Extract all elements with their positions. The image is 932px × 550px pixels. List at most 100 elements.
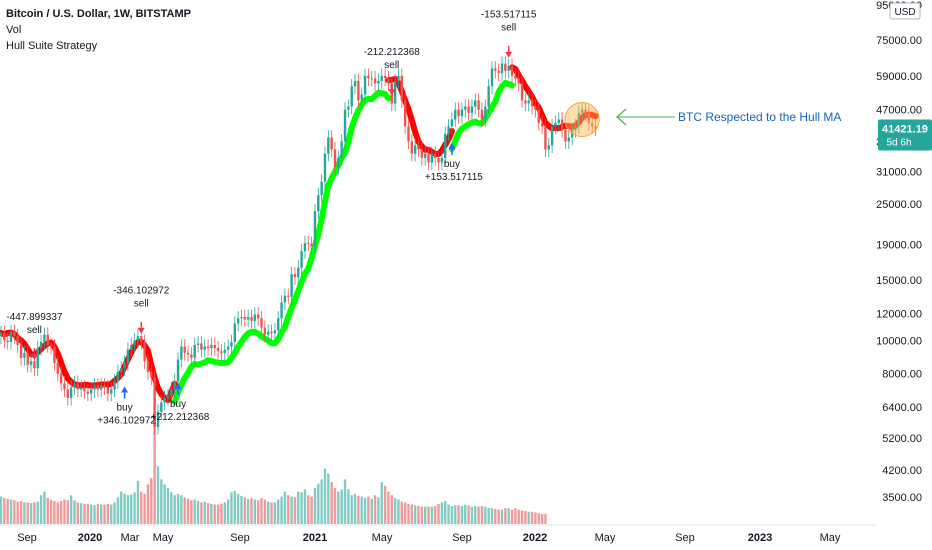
candle <box>79 380 83 398</box>
volume-bar <box>100 504 103 524</box>
candle <box>196 336 200 353</box>
candle <box>46 327 49 353</box>
volume-bar <box>417 506 420 524</box>
candle <box>173 374 176 398</box>
volume-bar <box>36 501 39 524</box>
signal-label: buy <box>170 399 186 410</box>
volume-bar <box>256 500 260 524</box>
volume-bar <box>380 482 383 524</box>
signal-sell: sell -153.517115 <box>481 10 537 58</box>
volume-bar <box>300 492 303 524</box>
candle <box>0 325 3 344</box>
candle <box>183 339 186 361</box>
candle <box>53 339 56 371</box>
candle-body <box>110 389 113 394</box>
candle-body <box>507 66 510 71</box>
volume-bar <box>206 503 210 524</box>
signal-buy: buy +212.212368 <box>151 383 210 423</box>
time-tick-label: Sep <box>675 532 695 544</box>
candle-body <box>146 361 150 372</box>
volume-bar <box>43 491 46 524</box>
volume-bar <box>183 497 186 524</box>
sell-arrow-icon <box>388 89 396 96</box>
candle-body <box>310 243 313 247</box>
candle <box>216 340 220 359</box>
volume-bar <box>56 502 59 524</box>
candle-body <box>36 348 39 369</box>
candle-body <box>490 68 494 87</box>
volume-bar <box>474 506 477 524</box>
candle <box>43 327 46 350</box>
candle <box>430 146 434 171</box>
candle-body <box>280 302 283 319</box>
volume-bar <box>69 495 73 524</box>
candle-body <box>580 109 584 113</box>
price-axis-bg <box>876 0 932 550</box>
volume-bars <box>0 416 547 524</box>
signal-label: sell <box>384 60 399 71</box>
candle-body <box>594 126 597 129</box>
candle-body <box>454 109 457 120</box>
volume-bar <box>240 495 243 524</box>
candle-body <box>293 274 297 278</box>
candle <box>210 337 213 356</box>
volume-bar <box>454 505 457 524</box>
candle <box>93 378 96 398</box>
candle <box>76 376 80 398</box>
currency-chip[interactable] <box>889 2 921 20</box>
candle-body <box>140 336 143 342</box>
signal-value: -447.899337 <box>6 312 63 323</box>
volume-bar <box>39 495 43 524</box>
candle-body <box>504 63 507 71</box>
candle-body <box>56 362 59 374</box>
candle-body <box>283 295 287 303</box>
candle-body <box>447 126 450 134</box>
candle <box>447 119 450 142</box>
volume-bar <box>340 489 343 524</box>
candle-body <box>250 317 253 321</box>
candle-body <box>270 331 273 334</box>
volume-indicator-label[interactable]: Vol <box>6 24 22 36</box>
candle-body <box>300 251 303 268</box>
volume-bar <box>403 502 407 524</box>
candle-body <box>123 362 126 369</box>
candle-body <box>480 109 484 120</box>
volume-bar <box>410 504 414 524</box>
candle <box>190 347 193 366</box>
candle-body <box>540 122 544 127</box>
symbol-title[interactable]: Bitcoin / U.S. Dollar, 1W, BITSTAMP <box>6 8 191 20</box>
signal-label: buy <box>117 403 133 414</box>
strategy-indicator-label[interactable]: Hull Suite Strategy <box>6 40 98 52</box>
volume-bar <box>347 489 350 524</box>
candle <box>504 56 507 79</box>
volume-bar <box>507 508 510 524</box>
candle-body <box>126 349 130 363</box>
volume-bar <box>307 495 310 524</box>
candle-body <box>180 346 183 360</box>
volume-bar <box>423 506 427 524</box>
candle <box>377 73 380 92</box>
volume-bar <box>524 511 527 524</box>
candle <box>220 344 223 361</box>
candle-body <box>470 106 474 113</box>
candle <box>434 146 437 166</box>
candle <box>383 68 387 86</box>
candle-body <box>577 112 581 127</box>
candle <box>594 119 597 137</box>
candle-body <box>350 86 353 107</box>
candle-body <box>100 385 103 390</box>
signal-label: sell <box>134 299 149 310</box>
candle-body <box>143 341 146 362</box>
volume-bar <box>210 503 213 524</box>
time-tick-label: 2022 <box>523 532 547 544</box>
time-axis: Sep 2020 Mar May Sep 2021 May Sep 2022 May Sep 2023… <box>0 524 876 544</box>
candle <box>110 382 113 402</box>
candle-body <box>387 78 390 84</box>
volume-bar <box>527 511 530 524</box>
candle <box>116 364 120 390</box>
volume-bar <box>484 506 487 524</box>
volume-bar <box>283 491 287 524</box>
candle-body <box>133 340 136 345</box>
volume-bar <box>246 498 250 524</box>
